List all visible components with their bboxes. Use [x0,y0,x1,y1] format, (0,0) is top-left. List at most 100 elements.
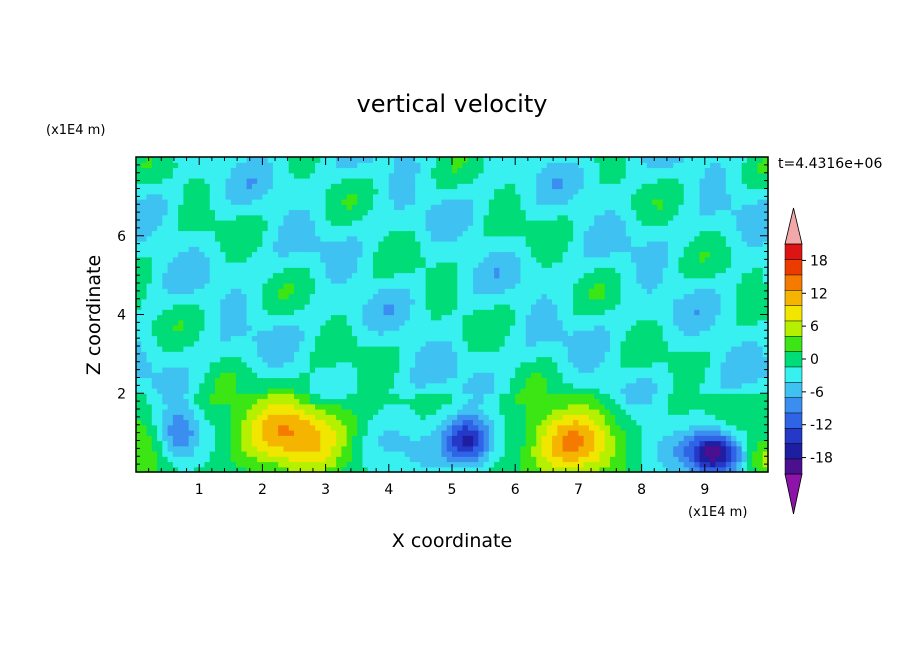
field-cell [209,403,216,410]
field-cell [188,241,195,247]
field-cell [573,424,579,431]
field-cell [225,325,232,331]
field-cell [467,319,474,326]
field-cell [151,435,158,442]
field-cell [283,230,290,237]
field-cell [141,356,148,363]
field-cell [420,382,427,389]
field-cell [146,419,153,426]
field-cell [325,314,332,321]
field-cell [215,335,221,342]
field-cell [230,330,237,337]
field-cell [188,382,195,389]
field-cell [294,246,300,253]
field-cell [262,157,269,163]
field-cell [288,235,295,242]
field-cell [330,430,337,436]
field-cell [562,424,569,431]
field-cell [562,377,569,384]
field-cell [257,288,263,295]
field-cell [262,246,269,253]
field-cell [367,235,374,242]
field-cell [183,235,190,242]
field-cell [172,256,179,263]
field-cell [494,167,500,174]
field-cell [562,172,569,179]
field-cell [351,346,358,352]
field-cell [457,414,464,421]
field-cell [452,272,458,279]
field-cell [399,214,406,221]
field-cell [373,251,379,258]
field-cell [351,340,358,347]
field-cell [520,466,527,473]
field-cell [531,162,537,169]
field-cell [546,298,553,305]
field-cell [162,235,169,242]
field-cell [409,162,416,169]
field-cell [494,456,500,463]
field-cell [383,214,390,221]
field-cell [230,346,237,352]
field-cell [346,298,353,305]
field-cell [336,183,342,190]
field-cell [467,167,474,174]
field-cell [330,435,337,442]
field-cell [567,298,574,305]
field-cell [388,466,395,473]
field-cell [278,319,285,326]
field-cell [278,283,285,289]
field-cell [446,340,453,347]
field-cell [320,461,327,468]
field-cell [193,330,200,337]
field-cell [236,356,242,363]
field-cell [446,351,453,358]
field-cell [288,262,295,268]
field-cell [167,424,174,431]
field-cell [436,188,443,195]
field-cell [473,267,479,274]
field-cell [436,230,443,237]
field-cell [546,241,553,247]
field-cell [478,272,485,279]
field-cell [552,330,558,337]
field-cell [494,335,500,342]
field-cell [141,382,148,389]
field-cell [536,256,543,263]
field-cell [425,330,432,337]
field-cell [462,214,469,221]
field-cell [436,461,443,468]
field-cell [267,283,274,289]
field-cell [146,440,153,447]
field-cell [441,451,448,457]
field-cell [362,267,369,274]
field-cell [409,167,416,174]
field-cell [488,298,495,305]
field-cell [267,398,274,405]
field-cell [225,346,232,352]
field-cell [457,204,464,211]
field-cell [241,267,248,274]
field-cell [362,409,369,415]
field-cell [383,256,390,263]
field-cell [557,314,564,321]
field-cell [409,377,416,384]
field-cell [204,288,211,295]
field-cell [378,251,385,258]
field-cell [336,367,342,373]
field-cell [351,225,358,232]
field-cell [552,256,558,263]
field-cell [262,172,269,179]
field-cell [236,377,242,384]
field-cell [288,382,295,389]
field-cell [188,424,195,431]
field-cell [394,172,400,179]
field-cell [172,277,179,284]
field-cell [272,193,279,200]
field-cell [246,225,253,232]
field-cell [220,398,227,405]
field-cell [509,403,516,410]
field-cell [415,445,421,452]
field-cell [136,388,142,394]
